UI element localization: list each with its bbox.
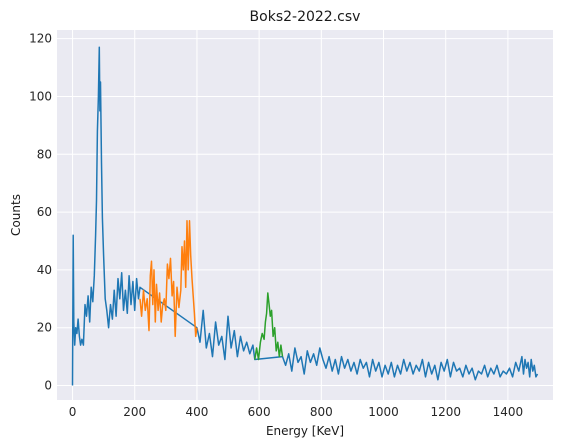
y-tick-label: 100 bbox=[29, 89, 52, 103]
y-axis: 0 20 40 60 80 100 120 bbox=[29, 32, 52, 393]
x-tick-label: 800 bbox=[310, 405, 333, 419]
x-tick-label: 400 bbox=[185, 405, 208, 419]
series-layer bbox=[71, 46, 539, 386]
chart-title: Boks2-2022.csv bbox=[250, 9, 361, 25]
x-axis-label: Energy [KeV] bbox=[266, 424, 344, 438]
series-line-1 bbox=[71, 46, 539, 386]
y-tick-label: 20 bbox=[37, 321, 52, 335]
y-tick-label: 80 bbox=[37, 147, 52, 161]
series-line-3 bbox=[254, 292, 284, 361]
x-tick-label: 0 bbox=[69, 405, 77, 419]
x-tick-label: 200 bbox=[123, 405, 146, 419]
x-tick-label: 1200 bbox=[430, 405, 461, 419]
series-line-2 bbox=[139, 220, 198, 338]
y-axis-label: Counts bbox=[9, 194, 23, 236]
y-tick-label: 0 bbox=[44, 379, 52, 393]
grid bbox=[57, 30, 553, 400]
x-tick-label: 600 bbox=[248, 405, 271, 419]
y-tick-label: 60 bbox=[37, 205, 52, 219]
x-tick-label: 1400 bbox=[493, 405, 524, 419]
y-tick-label: 40 bbox=[37, 263, 52, 277]
x-axis: 0 200 400 600 800 1000 1200 1400 bbox=[69, 405, 523, 419]
plot-area bbox=[57, 30, 553, 400]
x-tick-label: 1000 bbox=[368, 405, 399, 419]
y-tick-label: 120 bbox=[29, 32, 52, 46]
